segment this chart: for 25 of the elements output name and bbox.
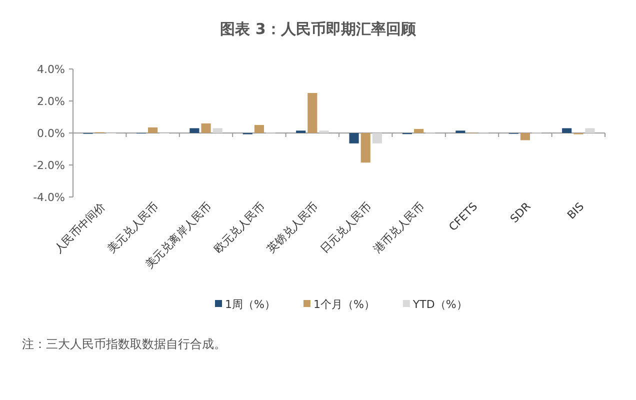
x-tick-label: BIS bbox=[564, 200, 587, 222]
legend-label: YTD（%） bbox=[412, 298, 468, 311]
bar bbox=[562, 128, 572, 133]
y-tick-label: 2.0% bbox=[37, 95, 65, 108]
chart-title: 图表 3：人民币即期汇率回顾 bbox=[220, 20, 417, 38]
bar bbox=[254, 125, 264, 133]
legend-label: 1周（%） bbox=[225, 298, 276, 311]
bar bbox=[520, 133, 530, 140]
bar bbox=[201, 123, 211, 133]
text: 注：三大人民币指数取数据自行合成。 bbox=[22, 337, 226, 351]
x-tick-label: 欧元兑人民币 bbox=[211, 200, 268, 256]
y-tick-label: 4.0% bbox=[37, 63, 65, 76]
bar bbox=[585, 128, 595, 133]
y-tick-label: -2.0% bbox=[33, 159, 65, 172]
bar bbox=[190, 128, 200, 133]
bar bbox=[308, 93, 318, 133]
bar bbox=[349, 133, 359, 144]
bar bbox=[360, 133, 370, 163]
bar bbox=[372, 133, 382, 144]
y-tick-label: 0.0% bbox=[37, 127, 65, 140]
bar bbox=[212, 128, 222, 133]
x-tick-label: 港币兑人民币 bbox=[371, 200, 427, 256]
bar bbox=[414, 129, 424, 133]
legend-label: 1个月（%） bbox=[313, 298, 375, 311]
bar bbox=[148, 127, 158, 133]
